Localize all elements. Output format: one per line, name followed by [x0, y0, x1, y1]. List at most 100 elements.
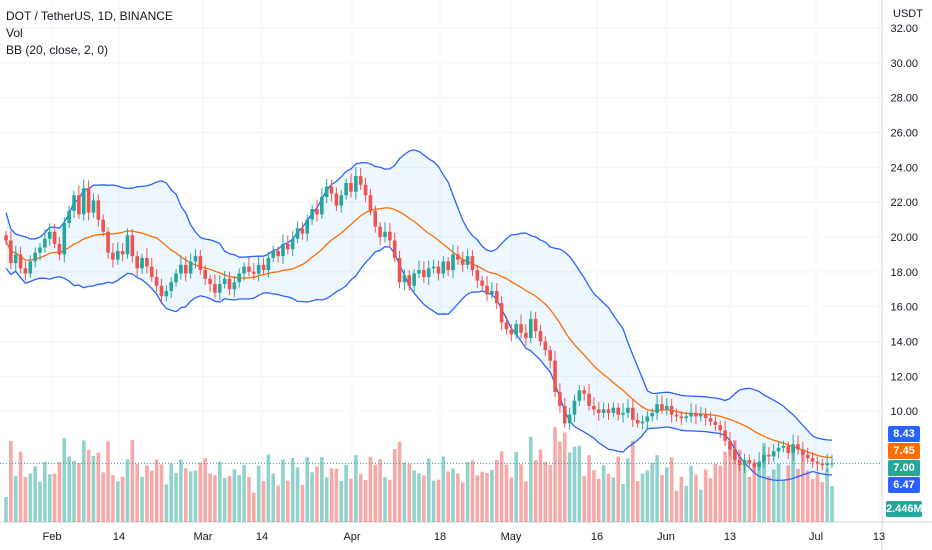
candle-body [334, 193, 339, 206]
x-tick-label: 13 [873, 531, 885, 543]
candle-body [470, 256, 475, 271]
candle-body [329, 186, 334, 194]
volume-bar [776, 463, 781, 522]
candle-body [791, 444, 795, 453]
y-tick-label: 30.00 [890, 58, 918, 70]
candle-body [373, 210, 378, 227]
bb-fill [6, 149, 832, 481]
candle-body [57, 243, 62, 255]
volume-bar [815, 473, 820, 522]
volume-bar [392, 449, 397, 522]
x-tick-label: 16 [591, 531, 603, 543]
candle-body [703, 414, 708, 419]
volume-bar [606, 473, 611, 522]
candle-body [762, 454, 766, 462]
candle-body [310, 209, 314, 220]
volume-bar [154, 459, 159, 522]
volume-bar [533, 460, 538, 522]
volume-bar [699, 489, 703, 522]
candle-body [533, 318, 538, 332]
candle-body [149, 266, 154, 278]
volume-bar [796, 468, 800, 522]
candle-body [728, 440, 732, 450]
bb-lower-line [5, 246, 833, 482]
volume-bar [786, 465, 791, 522]
candle-body [407, 275, 412, 286]
volume-bar [247, 477, 251, 522]
candle-body [120, 250, 125, 255]
volume-bar [451, 468, 455, 522]
candle-body [626, 407, 630, 413]
volume-bar [553, 427, 557, 522]
volume-bar [587, 455, 591, 522]
volume-bar [475, 475, 480, 522]
candle-body [436, 266, 441, 274]
volume-bar [159, 464, 164, 522]
volume-bar [169, 463, 173, 522]
y-tick-label: 20.00 [890, 232, 918, 244]
candle-body [402, 275, 407, 283]
candle-body [679, 416, 684, 419]
candle-body [451, 254, 455, 271]
volume-bar [164, 484, 169, 522]
volume-bar [130, 439, 135, 522]
volume-bar [669, 457, 674, 522]
volume-bar [183, 468, 188, 522]
volume-bar [436, 479, 441, 522]
candle-body [601, 409, 606, 413]
volume-bar [77, 463, 81, 522]
candle-body [203, 270, 208, 279]
candle-body [548, 350, 552, 361]
volume-bar [524, 481, 528, 522]
volume-bar [358, 473, 363, 522]
candle-body [252, 271, 256, 274]
y-tick-label: 24.00 [890, 162, 918, 174]
volume-bar [582, 476, 586, 522]
volume-bar [217, 461, 222, 522]
candle-body [684, 416, 689, 419]
volume-bar [334, 468, 339, 522]
y-tick-label: 22.00 [890, 197, 918, 209]
volume-bar [737, 449, 742, 522]
y-tick-label: 16.00 [890, 302, 918, 314]
candle-body [494, 290, 499, 304]
legend-bollinger[interactable]: BB (20, close, 2, 0) [6, 43, 109, 57]
candle-body [558, 392, 562, 406]
volume-bar [616, 456, 621, 522]
volume-bar [674, 490, 679, 522]
y-tick-label: 32.00 [890, 23, 918, 35]
y-tick-label: 10.00 [890, 406, 918, 418]
x-tick-label: Jun [657, 531, 675, 543]
volume-bar [640, 473, 645, 522]
candle-body [562, 405, 567, 424]
volume-bar [757, 463, 761, 522]
volume-bar [388, 479, 392, 522]
legend-volume[interactable]: Vol [6, 26, 23, 40]
volume-bar [480, 471, 484, 522]
chart-title[interactable]: DOT / TetherUS, 1D, BINANCE [6, 9, 173, 23]
volume-bar [417, 473, 421, 522]
candle-body [592, 405, 596, 410]
volume-bar [412, 470, 416, 522]
volume-bar [728, 442, 732, 522]
volume-bar [708, 478, 713, 522]
candle-body [514, 324, 518, 335]
candle-body [708, 418, 713, 422]
candle-body [689, 412, 693, 417]
candle-body [169, 282, 173, 291]
candle-body [781, 446, 786, 448]
volume-bar [33, 466, 37, 522]
x-tick-label: Apr [343, 531, 360, 543]
candle-body [344, 183, 348, 196]
candle-body [582, 390, 586, 394]
volume-bar [52, 473, 57, 522]
candle-body [47, 231, 52, 239]
candle-body [713, 421, 718, 426]
volume-bar [499, 451, 504, 522]
volume-bar [465, 462, 470, 522]
volume-bar [9, 440, 13, 522]
x-tick-label: 18 [434, 531, 446, 543]
candle-body [567, 414, 572, 424]
candle-body [320, 196, 324, 215]
